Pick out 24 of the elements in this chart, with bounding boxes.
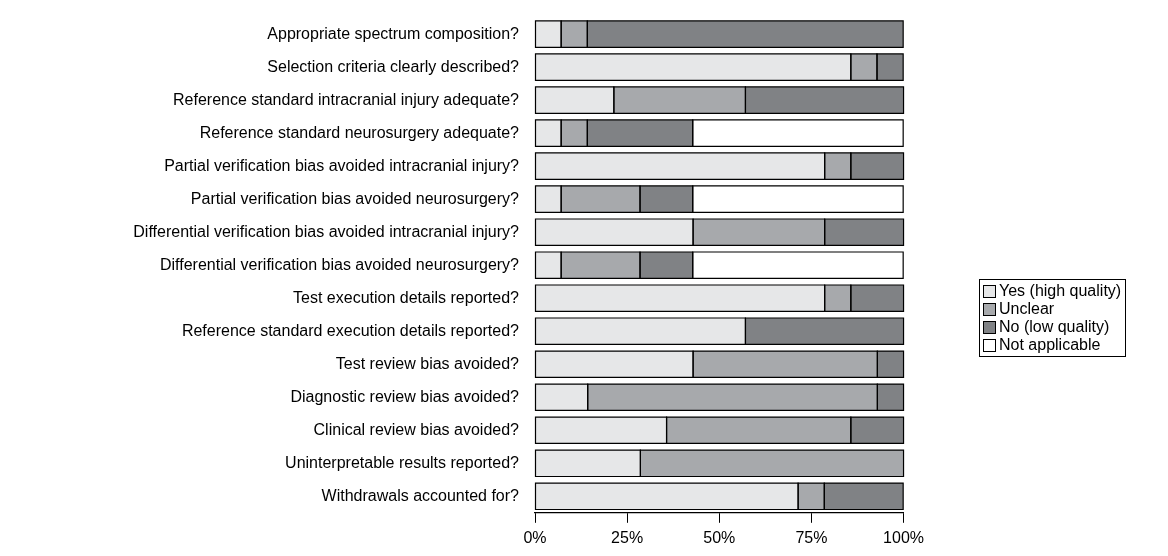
- y-tick-label: Reference standard intracranial injury adequate?: [173, 90, 520, 108]
- legend-label: No (low quality): [999, 318, 1110, 336]
- y-tick-label: Partial verification bias avoided intracranial injury?: [164, 156, 520, 174]
- x-tick-label: 75%: [795, 528, 828, 546]
- y-tick-label: Test review bias avoided?: [335, 354, 520, 372]
- y-tick-label: Uninterpretable results reported?: [285, 453, 520, 471]
- legend-label: Unclear: [999, 300, 1055, 318]
- y-tick-label: Diagnostic review bias avoided?: [290, 387, 520, 405]
- y-tick-label: Selection criteria clearly described?: [267, 57, 520, 75]
- y-tick-label: Differential verification bias avoided neurosurgery?: [159, 255, 520, 273]
- legend-label: Not applicable: [999, 336, 1101, 354]
- y-tick-label: Differential verification bias avoided intracranial injury?: [133, 222, 520, 240]
- text: Yes (high quality): [999, 282, 1122, 300]
- y-tick-label: Clinical review bias avoided?: [313, 420, 520, 438]
- y-tick-label: Test execution details reported?: [293, 288, 520, 306]
- y-tick-label: Reference standard execution details reported?: [181, 321, 520, 339]
- x-tick-label: 0%: [523, 528, 547, 546]
- x-tick-label: 25%: [611, 528, 644, 546]
- y-tick-label: Appropriate spectrum composition?: [267, 24, 520, 42]
- y-tick-label: Reference standard neurosurgery adequate?: [199, 123, 520, 141]
- y-tick-label: Withdrawals accounted for?: [321, 486, 520, 504]
- x-tick-label: 50%: [703, 528, 736, 546]
- x-tick-label: 100%: [883, 528, 924, 546]
- y-tick-label: Partial verification bias avoided neurosurgery?: [190, 189, 520, 207]
